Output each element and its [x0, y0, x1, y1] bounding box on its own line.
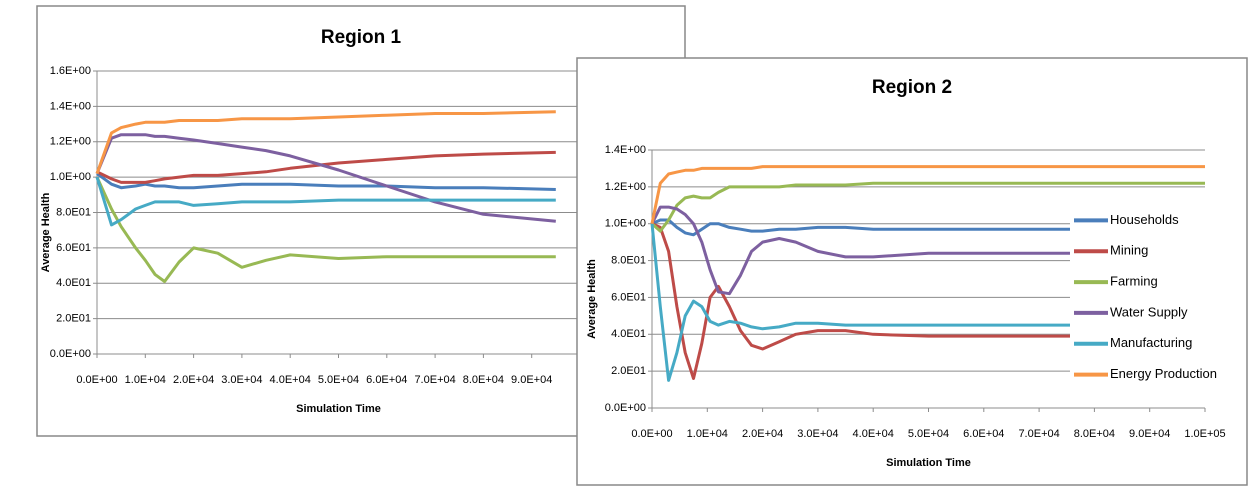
y-tick-label: 4.0E01 [56, 277, 91, 289]
x-tick-label: 6.0E+04 [963, 428, 1004, 440]
chart: Region 2 0.0E+00 2.0E01 4.0E01 6.0E01 8.0E01 1… [576, 57, 1248, 486]
y-tick-label: 1.0E+00 [50, 171, 91, 183]
legend-box [1070, 205, 1235, 390]
x-axis-title: Simulation Time [296, 403, 381, 415]
y-tick-label: 1.2E+00 [605, 181, 646, 193]
series-line [651, 222, 1205, 380]
y-tick-label: 1.2E+00 [50, 136, 91, 148]
x-tick-label: 4.0E+04 [270, 374, 311, 386]
x-tick-label: 9.0E+04 [1129, 428, 1170, 440]
legend-label: Energy Production [1110, 366, 1217, 381]
x-tick-label: 2.0E+04 [742, 428, 783, 440]
legend-label: Manufacturing [1110, 335, 1192, 350]
series-line [95, 176, 556, 283]
x-tick-label: 0.0E+00 [76, 374, 117, 386]
x-tick-label: 3.0E+04 [797, 428, 838, 440]
legend-label: Households [1110, 212, 1179, 227]
x-axis-title: Simulation Time [886, 457, 971, 469]
series-line [96, 150, 556, 184]
x-tick-label: 7.0E+04 [414, 374, 455, 386]
series-line [650, 205, 1205, 296]
y-tick-label: 1.0E+00 [605, 218, 646, 230]
legend-label: Water Supply [1110, 304, 1188, 319]
x-tick-label: 5.0E+04 [908, 428, 949, 440]
y-tick-label: 1.4E+00 [605, 144, 646, 156]
x-tick-label: 8.0E+04 [1074, 428, 1115, 440]
series-line [651, 181, 1205, 233]
chart-title: Region 1 [321, 27, 402, 48]
x-tick-label: 1.0E+05 [1184, 428, 1225, 440]
x-tick-label: 4.0E+04 [853, 428, 894, 440]
legend-label: Mining [1110, 243, 1148, 258]
x-tick-label: 2.0E+04 [173, 374, 214, 386]
series-line [95, 133, 556, 223]
y-axis-title: Average Health [586, 259, 598, 339]
series-line [95, 176, 556, 227]
y-tick-label: 2.0E01 [611, 365, 646, 377]
series-line [95, 110, 556, 175]
series-line [650, 223, 1205, 382]
x-tick-label: 1.0E+04 [687, 428, 728, 440]
y-tick-label: 1.4E+00 [50, 100, 91, 112]
x-tick-label: 8.0E+04 [463, 374, 504, 386]
x-tick-label: 7.0E+04 [1018, 428, 1059, 440]
y-tick-label: 1.6E+00 [50, 65, 91, 77]
y-tick-label: 6.0E01 [56, 242, 91, 254]
x-tick-label: 1.0E+04 [125, 374, 166, 386]
x-tick-label: 9.0E+04 [511, 374, 552, 386]
y-tick-label: 8.0E01 [56, 206, 91, 218]
y-tick-label: 8.0E01 [611, 254, 646, 266]
y-tick-label: 0.0E+00 [605, 402, 646, 414]
y-tick-label: 2.0E01 [56, 313, 91, 325]
series-line [650, 165, 1205, 225]
y-tick-label: 0.0E+00 [50, 348, 91, 360]
y-axis-title: Average Health [40, 192, 52, 272]
x-tick-label: 5.0E+04 [318, 374, 359, 386]
x-tick-label: 3.0E+04 [221, 374, 262, 386]
legend-label: Farming [1110, 274, 1158, 289]
y-tick-label: 4.0E01 [611, 328, 646, 340]
series-line [96, 172, 556, 191]
x-tick-label: 0.0E+00 [631, 428, 672, 440]
series-line [651, 218, 1205, 237]
chart-title: Region 2 [872, 77, 952, 98]
x-tick-label: 6.0E+04 [366, 374, 407, 386]
y-tick-label: 6.0E01 [611, 291, 646, 303]
